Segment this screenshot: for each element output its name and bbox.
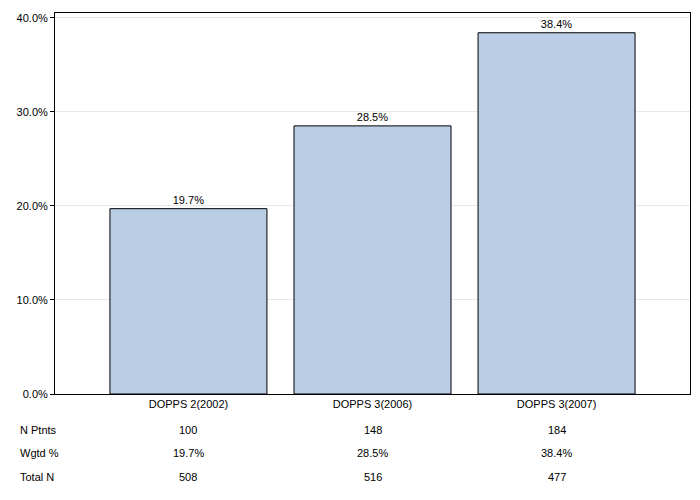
svg-text:19.7%: 19.7% [173,447,204,459]
svg-text:N Ptnts: N Ptnts [20,424,57,436]
svg-text:184: 184 [548,424,566,436]
svg-text:516: 516 [364,471,382,483]
svg-text:Wgtd %: Wgtd % [20,447,59,459]
svg-text:30.0%: 30.0% [17,106,48,118]
svg-text:477: 477 [548,471,566,483]
svg-text:0.0%: 0.0% [23,388,48,400]
svg-text:19.7%: 19.7% [173,194,204,206]
svg-text:10.0%: 10.0% [17,294,48,306]
svg-text:508: 508 [179,471,197,483]
svg-text:Total N: Total N [20,471,54,483]
svg-text:148: 148 [364,424,382,436]
svg-text:28.5%: 28.5% [357,447,388,459]
svg-text:100: 100 [179,424,197,436]
svg-text:40.0%: 40.0% [17,12,48,24]
svg-text:28.5%: 28.5% [357,111,388,123]
svg-text:38.4%: 38.4% [541,447,572,459]
svg-text:38.4%: 38.4% [541,18,572,30]
svg-text:DOPPS 3(2007): DOPPS 3(2007) [517,398,596,410]
svg-text:DOPPS 2(2002): DOPPS 2(2002) [149,398,228,410]
svg-text:20.0%: 20.0% [17,200,48,212]
svg-text:DOPPS 3(2006): DOPPS 3(2006) [333,398,412,410]
